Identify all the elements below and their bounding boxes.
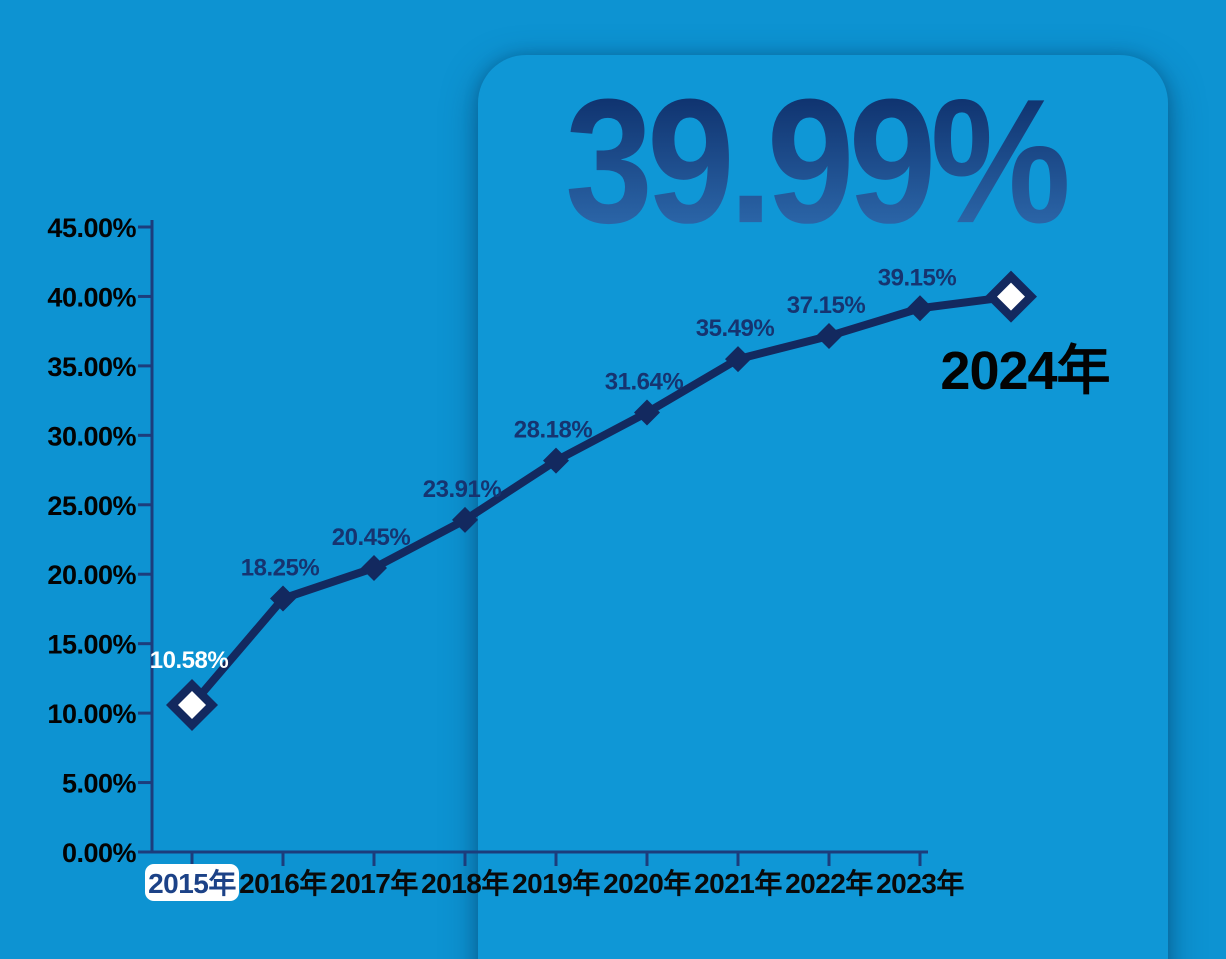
y-tick-label: 10.00% (47, 699, 136, 729)
y-tick-label: 20.00% (47, 560, 136, 590)
data-point-marker (361, 554, 387, 581)
data-point-value-label: 20.45% (332, 524, 411, 551)
data-point-highlight-border (166, 679, 218, 732)
data-point-highlight (178, 691, 206, 720)
y-tick-label: 15.00% (47, 630, 136, 660)
data-point-marker (452, 506, 478, 533)
y-tick-label: 5.00% (62, 769, 137, 799)
y-tick-label: 25.00% (47, 491, 136, 521)
y-tick-label: 35.00% (47, 352, 136, 382)
x-category-label: 2016年 (239, 867, 327, 899)
data-point-value-label: 10.58% (150, 647, 229, 674)
y-tick-label: 30.00% (47, 421, 136, 451)
y-tick-label: 0.00% (62, 838, 137, 868)
x-label-highlight-chip (145, 864, 239, 901)
y-tick-label: 45.00% (47, 213, 136, 243)
data-point-value-label: 18.25% (241, 555, 320, 582)
headline-value: 39.99% (495, 55, 1135, 268)
callout-year-label: 2024年 (940, 341, 1110, 401)
x-category-label-highlighted: 2015年 (148, 867, 236, 899)
x-category-label: 2017年 (330, 867, 418, 899)
data-point-marker (270, 585, 296, 612)
y-tick-label: 40.00% (47, 282, 136, 312)
